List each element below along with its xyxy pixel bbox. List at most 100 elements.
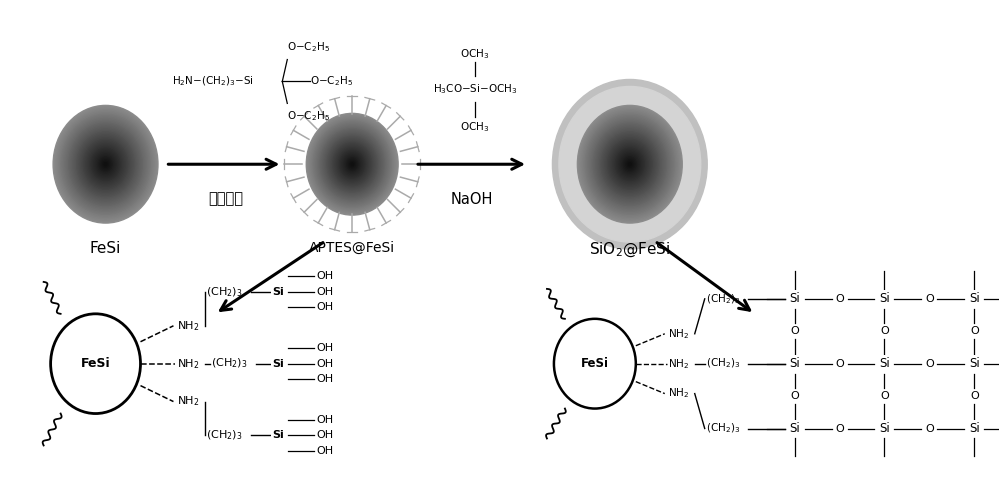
Ellipse shape [329,139,375,190]
Ellipse shape [322,131,382,197]
Ellipse shape [86,142,125,186]
Text: OH: OH [316,287,333,297]
Ellipse shape [323,132,381,196]
Ellipse shape [337,148,367,181]
Text: Si: Si [879,357,890,370]
Text: (CH$_2$)$_3$: (CH$_2$)$_3$ [206,429,243,442]
Text: (CH$_2$)$_3$: (CH$_2$)$_3$ [211,357,248,370]
Ellipse shape [593,123,667,206]
Text: (CH$_2$)$_3$: (CH$_2$)$_3$ [706,292,740,306]
Ellipse shape [320,129,384,200]
Ellipse shape [348,159,357,169]
Text: Si: Si [969,422,980,435]
Text: FeSi: FeSi [581,357,609,370]
Ellipse shape [617,150,643,179]
Text: OH: OH [316,431,333,441]
Ellipse shape [625,158,635,170]
Ellipse shape [349,160,356,168]
Text: OH: OH [316,343,333,353]
Ellipse shape [335,145,369,183]
Text: O: O [970,326,979,336]
Ellipse shape [60,113,151,216]
Ellipse shape [318,126,387,203]
Ellipse shape [559,86,701,242]
Ellipse shape [56,108,155,220]
Text: O$-$C$_2$H$_5$: O$-$C$_2$H$_5$ [310,74,353,88]
Text: SiO$_2$@FeSi: SiO$_2$@FeSi [589,241,670,259]
Ellipse shape [606,138,653,191]
Ellipse shape [588,117,672,211]
Ellipse shape [85,141,127,188]
Ellipse shape [58,111,153,217]
Ellipse shape [65,119,146,210]
Text: O: O [970,391,979,401]
Text: OH: OH [316,374,333,384]
Ellipse shape [310,117,395,211]
Ellipse shape [100,158,111,170]
Ellipse shape [92,150,119,179]
Text: FeSi: FeSi [81,357,110,370]
Ellipse shape [327,136,377,192]
Ellipse shape [69,123,142,206]
Ellipse shape [326,135,379,194]
Text: NH$_2$: NH$_2$ [668,357,689,371]
Ellipse shape [598,129,661,200]
Ellipse shape [74,129,137,200]
Text: OCH$_3$: OCH$_3$ [460,120,490,134]
Text: Si: Si [789,292,800,305]
Ellipse shape [94,151,117,178]
Ellipse shape [342,153,363,176]
Ellipse shape [619,153,640,176]
Text: NH$_2$: NH$_2$ [177,395,200,409]
Ellipse shape [336,146,368,182]
Ellipse shape [317,125,388,204]
Ellipse shape [592,122,668,207]
Text: Si: Si [272,431,284,441]
Ellipse shape [64,117,147,211]
Text: H$_3$CO$-$Si$-$OCH$_3$: H$_3$CO$-$Si$-$OCH$_3$ [433,82,517,96]
Ellipse shape [627,161,632,167]
Ellipse shape [314,122,390,206]
Text: H$_2$N$-$(CH$_2$)$_3$$-$Si: H$_2$N$-$(CH$_2$)$_3$$-$Si [172,75,254,88]
Ellipse shape [103,161,108,167]
Text: Si: Si [272,359,284,369]
Ellipse shape [104,163,107,166]
Text: Si: Si [789,422,800,435]
Text: (CH$_2$)$_3$: (CH$_2$)$_3$ [706,357,740,370]
Text: OCH$_3$: OCH$_3$ [460,47,490,61]
Ellipse shape [307,115,397,214]
Ellipse shape [330,140,374,189]
Text: NH$_2$: NH$_2$ [668,387,689,401]
Text: O$-$C$_2$H$_5$: O$-$C$_2$H$_5$ [287,40,330,53]
Ellipse shape [344,155,360,173]
Ellipse shape [579,107,681,222]
Text: O: O [835,424,844,434]
Ellipse shape [589,119,670,210]
Ellipse shape [334,144,371,185]
Ellipse shape [312,120,392,209]
Ellipse shape [602,133,657,195]
Ellipse shape [79,135,132,194]
Text: Si: Si [969,357,980,370]
Ellipse shape [54,107,157,222]
Text: Si: Si [879,292,890,305]
Ellipse shape [626,160,634,169]
Ellipse shape [306,113,398,215]
Ellipse shape [51,314,140,414]
Ellipse shape [78,133,133,195]
Ellipse shape [608,139,652,189]
Text: NH$_2$: NH$_2$ [177,319,200,333]
Text: 无水乙醇: 无水乙醇 [208,192,243,207]
Ellipse shape [615,148,644,181]
Ellipse shape [552,79,707,249]
Ellipse shape [309,116,396,213]
Ellipse shape [629,163,631,166]
Ellipse shape [345,157,359,172]
Text: NH$_2$: NH$_2$ [668,327,689,341]
Ellipse shape [340,150,365,178]
Ellipse shape [554,319,636,409]
Ellipse shape [605,136,655,192]
Text: O: O [790,326,799,336]
Ellipse shape [81,136,130,192]
Text: OH: OH [316,302,333,312]
